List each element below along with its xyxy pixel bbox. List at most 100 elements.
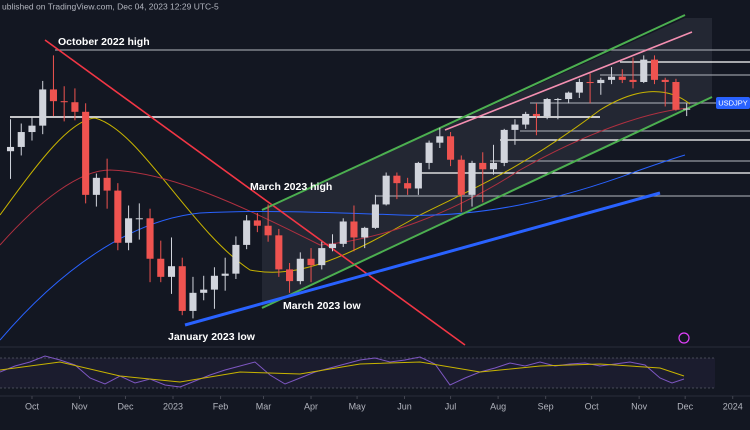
candle-body xyxy=(253,220,261,226)
candle-body xyxy=(447,136,455,160)
candle-body xyxy=(243,220,251,245)
x-tick-label: Sep xyxy=(538,401,554,411)
x-tick-label: Dec xyxy=(677,401,694,411)
annotation: October 2022 high xyxy=(58,36,150,48)
candle-body xyxy=(350,221,358,238)
candle-body xyxy=(532,113,540,117)
candle-body xyxy=(200,289,208,293)
x-tick-label: Mar xyxy=(256,401,272,411)
candle-body xyxy=(629,79,637,82)
x-tick-label: Apr xyxy=(304,401,318,411)
x-tick-label: May xyxy=(349,401,367,411)
moving-average xyxy=(0,91,691,273)
icon xyxy=(678,332,690,344)
x-tick-label: Jul xyxy=(445,401,457,411)
symbol-tag xyxy=(716,97,750,109)
candle-body xyxy=(404,183,412,189)
x-tick-label: 2023 xyxy=(163,401,183,411)
candle-body xyxy=(60,101,68,103)
candle-body xyxy=(339,221,347,244)
candle-body xyxy=(135,218,143,220)
rsi-average xyxy=(0,361,685,383)
trend-line xyxy=(184,191,661,327)
candle-body xyxy=(167,266,176,277)
candle-body xyxy=(361,227,369,238)
candle-body xyxy=(264,225,272,236)
candle-body xyxy=(436,136,444,143)
trend-line xyxy=(261,96,713,309)
candle-body xyxy=(522,113,530,125)
x-tick-label: Nov xyxy=(72,401,89,411)
candle-body xyxy=(114,190,122,243)
candle-body xyxy=(92,177,100,195)
candle-body xyxy=(39,89,47,126)
candle-body xyxy=(554,99,562,101)
candles xyxy=(6,55,691,319)
candle-body xyxy=(82,111,90,195)
candle-body xyxy=(650,59,659,80)
x-tick-label: Jun xyxy=(397,401,412,411)
x-axis: Oct Nov Dec 2023 Feb Mar Apr May Jun Jul Aug Sep Oct… xyxy=(25,396,743,411)
trend-line xyxy=(44,39,466,346)
x-tick-label: Oct xyxy=(25,401,40,411)
candle-body xyxy=(71,102,79,112)
candle-body xyxy=(125,218,133,243)
candle-body xyxy=(103,177,111,191)
candle-body xyxy=(640,59,648,82)
candle-body xyxy=(511,124,519,130)
candle-body xyxy=(457,159,465,195)
candle-body xyxy=(275,235,283,270)
candle-body xyxy=(189,292,197,311)
candle-body xyxy=(318,248,326,266)
moving-average xyxy=(0,107,691,246)
candle-body xyxy=(414,162,422,189)
candle-body xyxy=(597,79,605,84)
candle-body xyxy=(286,269,294,282)
candle-body xyxy=(500,129,508,163)
candle-body xyxy=(683,108,691,110)
candle-body xyxy=(586,81,594,84)
x-tick-label: Dec xyxy=(117,401,134,411)
candle-body xyxy=(296,258,304,282)
candle-body xyxy=(157,258,165,277)
candle-body xyxy=(393,175,401,184)
x-tick-label: Nov xyxy=(631,401,648,411)
rsi-band xyxy=(0,358,715,388)
candle-body xyxy=(489,162,498,170)
annotation: March 2023 high xyxy=(250,181,332,193)
candle-body xyxy=(382,175,390,205)
candle-body xyxy=(425,142,433,163)
candle-body xyxy=(210,275,218,290)
header: ublished on TradingView.com, Dec 04, 202… xyxy=(2,1,219,11)
candle-body xyxy=(672,81,680,110)
candle-body xyxy=(371,204,379,228)
candle-body xyxy=(6,146,15,152)
annotation: March 2023 low xyxy=(283,300,361,312)
candle-body xyxy=(49,89,57,102)
x-tick-label: Feb xyxy=(213,401,229,411)
rsi-line xyxy=(0,355,685,388)
candle-body xyxy=(221,273,229,276)
candle-body xyxy=(28,125,36,133)
x-tick-label: 2024 xyxy=(723,401,743,411)
candle-body xyxy=(543,99,551,117)
candle-body xyxy=(328,243,337,249)
candle-body xyxy=(618,76,626,80)
candle-body xyxy=(146,218,154,259)
trend-line xyxy=(261,14,686,211)
symbol-label: USDJPY xyxy=(718,98,748,107)
trend-line xyxy=(444,31,693,131)
candle-body xyxy=(575,81,583,93)
candle-body xyxy=(479,162,487,170)
candle-body xyxy=(661,79,669,82)
candle-body xyxy=(178,266,186,311)
candle-body xyxy=(608,76,616,80)
x-tick-label: Aug xyxy=(490,401,506,411)
levels xyxy=(10,49,750,197)
annotation: January 2023 low xyxy=(168,331,256,343)
candle-body xyxy=(232,244,240,274)
candle-body xyxy=(307,258,315,266)
x-tick-label: Oct xyxy=(585,401,600,411)
candle-body xyxy=(17,132,25,147)
